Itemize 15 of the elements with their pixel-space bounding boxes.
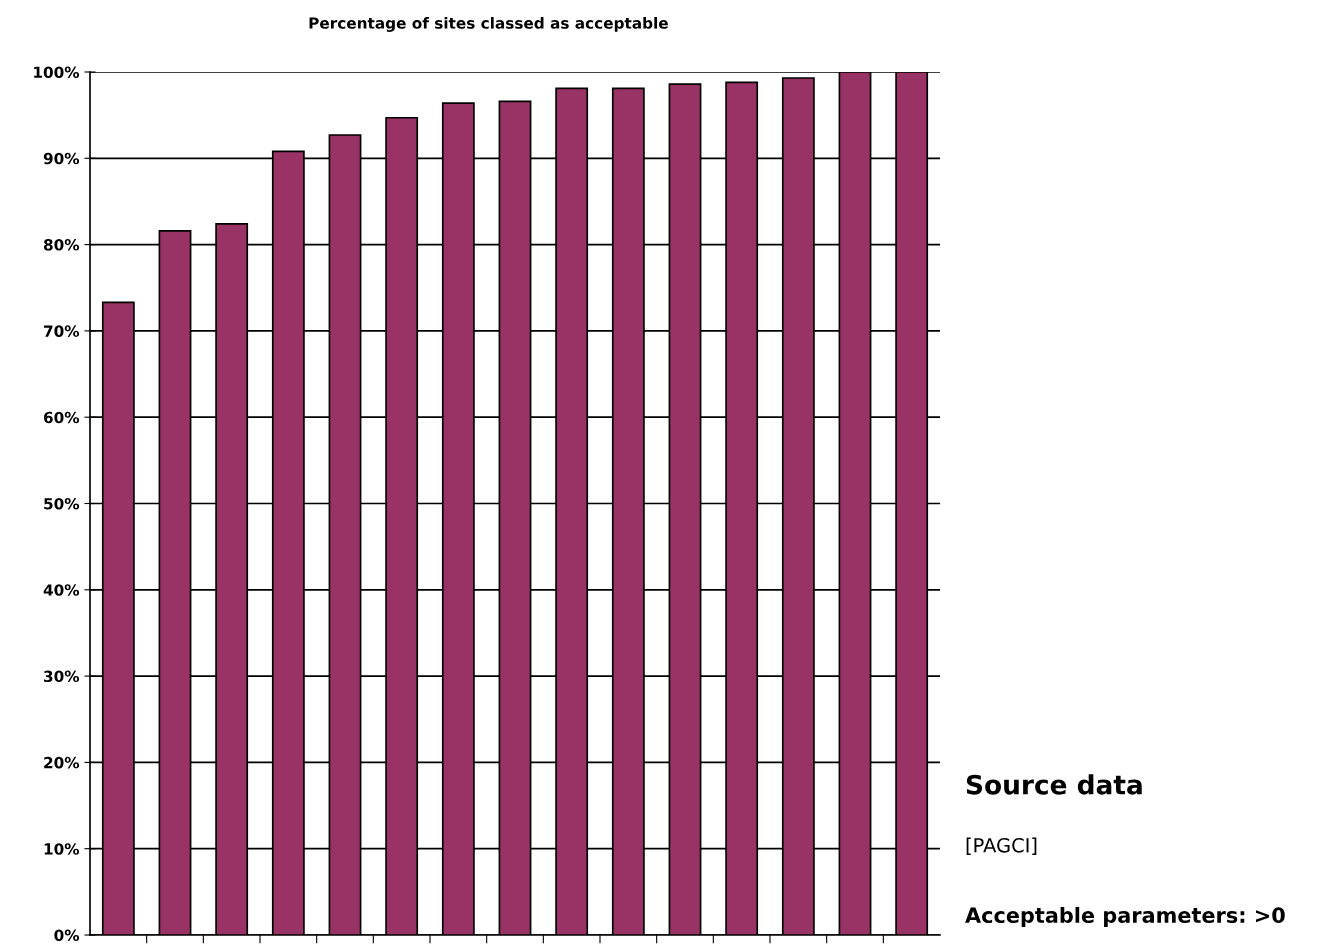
y-tick-label: 40%: [43, 584, 80, 596]
y-tick-label: 20%: [44, 756, 80, 769]
y-tick-label: 50%: [44, 497, 80, 510]
y-tick-label: 100%: [34, 66, 80, 79]
source-note: Source data: [966, 774, 1142, 795]
y-tick-label: 10%: [44, 843, 80, 855]
y-tick-label: 0%: [54, 929, 80, 942]
chart-title: Percentage of sites classed as acceptable: [309, 17, 668, 32]
text: Acceptable parameters: >0: [965, 906, 1285, 928]
text: [PAGCI]: [966, 837, 1037, 855]
y-tick-label: 90%: [43, 152, 80, 165]
y-tick-label: 60%: [43, 411, 80, 424]
y-tick-label: 70%: [44, 325, 80, 337]
y-tick-label: 30%: [44, 670, 80, 683]
y-tick-label: 80%: [43, 239, 80, 251]
